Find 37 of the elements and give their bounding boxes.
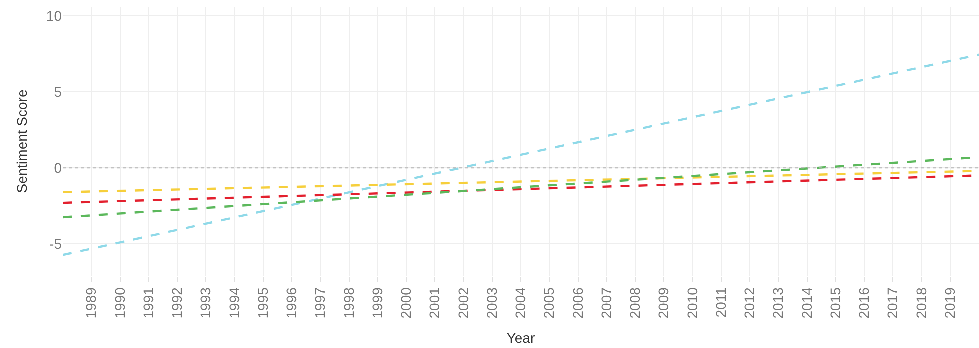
x-tick-label: 2011 <box>712 287 729 318</box>
y-tick-label: -5 <box>50 236 62 252</box>
x-tick-label: 2013 <box>770 287 786 319</box>
x-tick-label: 2009 <box>656 287 672 319</box>
x-tick-label: 2006 <box>570 287 586 319</box>
x-tick-label: 1994 <box>226 287 242 319</box>
x-tick-label: 2002 <box>455 287 472 319</box>
x-tick-label: 1999 <box>369 287 386 319</box>
x-tick-label: 2015 <box>827 287 844 319</box>
x-axis-title: Year <box>506 330 536 346</box>
x-tick-label: 2016 <box>856 287 872 319</box>
x-tick-label: 2010 <box>684 287 700 319</box>
x-tick-label: 1997 <box>312 287 328 319</box>
x-tick-label: 1995 <box>254 287 271 319</box>
x-tick-label: 2019 <box>942 287 958 319</box>
x-tick-label: 2004 <box>512 287 529 319</box>
y-tick-label: 0 <box>54 160 62 176</box>
x-tick-label: 2018 <box>913 287 930 319</box>
x-tick-label: 1993 <box>198 287 214 319</box>
x-tick-label: 2007 <box>598 287 614 319</box>
x-tick-label: 1996 <box>284 287 300 319</box>
x-tick-label: 1998 <box>340 287 357 319</box>
x-tick-label: 1990 <box>112 287 128 319</box>
x-tick-label: 1991 <box>140 287 156 319</box>
y-axis-title: Sentiment Score <box>14 90 30 194</box>
x-tick-label: 2000 <box>398 287 414 319</box>
x-tick-label: 2012 <box>742 287 758 319</box>
x-tick-label: 2017 <box>884 287 901 319</box>
x-tick-label: 2003 <box>484 287 500 319</box>
x-tick-label: 1989 <box>83 287 100 319</box>
y-tick-label: 10 <box>46 8 62 24</box>
x-tick-label: 2001 <box>426 287 443 319</box>
x-tick-label: 2005 <box>541 287 558 319</box>
x-tick-label: 1992 <box>169 287 186 319</box>
x-tick-label: 2014 <box>798 287 815 319</box>
y-tick-label: 5 <box>54 84 62 100</box>
x-tick-label: 2008 <box>627 287 644 319</box>
